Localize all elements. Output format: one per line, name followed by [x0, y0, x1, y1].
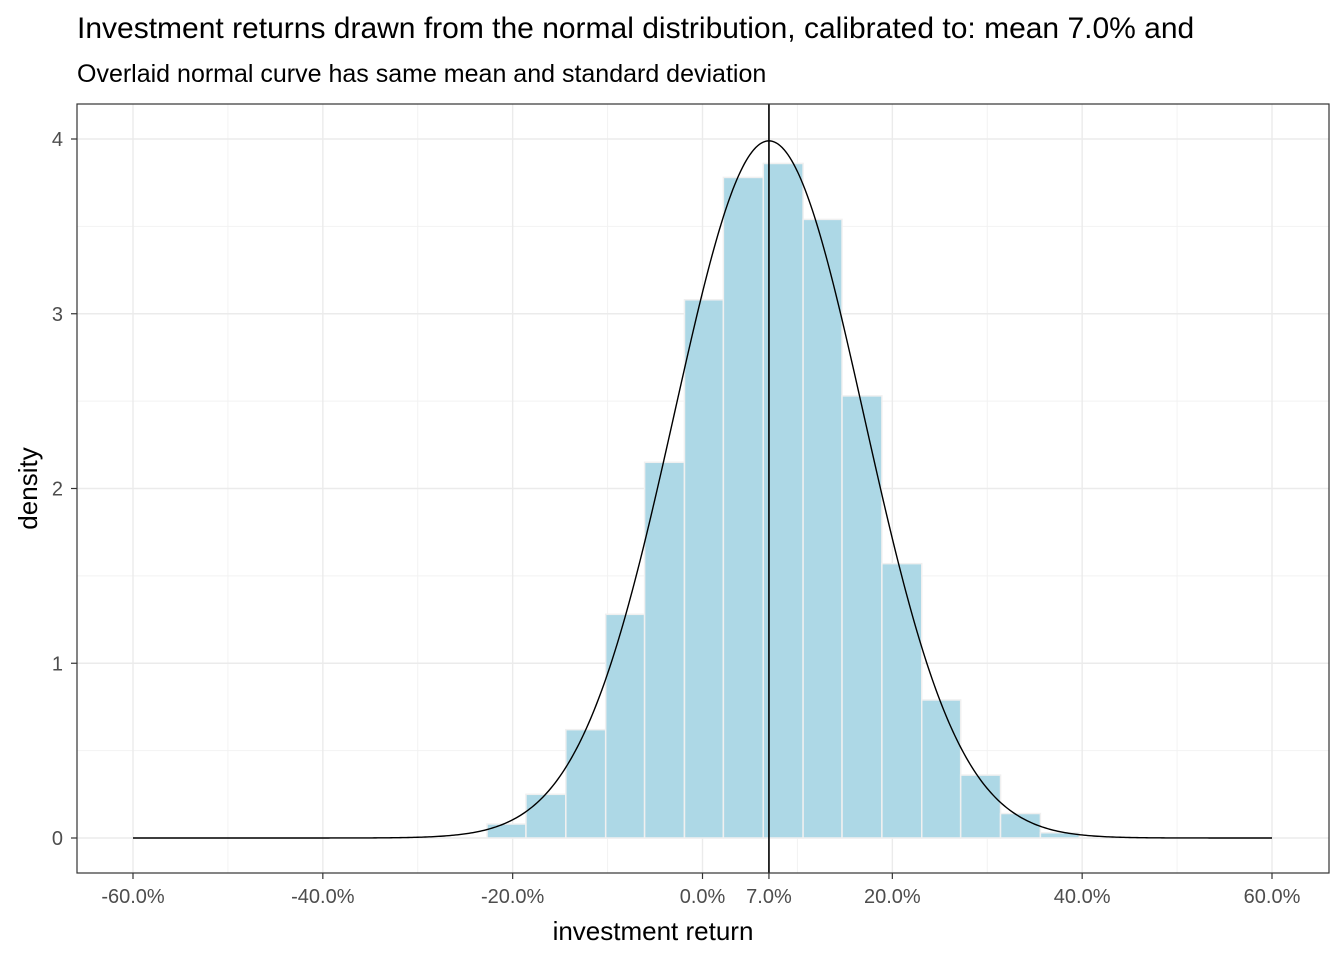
x-tick-label: 0.0% — [680, 886, 726, 908]
histogram-bar — [881, 562, 923, 839]
x-tick-label: 20.0% — [864, 886, 921, 908]
histogram-bar — [762, 162, 804, 839]
x-axis-title: investment return — [553, 916, 754, 946]
normal-density-curve — [133, 140, 1272, 839]
y-tick-label: 1 — [52, 653, 63, 675]
histogram-bar — [841, 395, 883, 839]
histogram-bar — [722, 176, 764, 839]
histogram-bar — [525, 793, 567, 839]
x-tick-label: 60.0% — [1244, 886, 1301, 908]
chart-subtitle: Overlaid normal curve has same mean and … — [77, 60, 767, 88]
y-tick-label: 4 — [52, 129, 63, 151]
x-tick-label: 7.0% — [746, 886, 792, 908]
histogram-bar — [802, 218, 843, 839]
x-tick-label: -40.0% — [291, 886, 355, 908]
y-tick-label: 3 — [52, 304, 63, 326]
y-tick-label: 0 — [52, 828, 63, 850]
histogram-bar — [604, 613, 646, 839]
histogram-bar — [683, 299, 725, 839]
histogram-bar — [959, 774, 1002, 839]
histogram-bar — [486, 823, 527, 839]
x-tick-label: -60.0% — [101, 886, 165, 908]
x-tick-label: 40.0% — [1054, 886, 1111, 908]
y-tick-label: 2 — [52, 479, 63, 501]
x-tick-label: -20.0% — [481, 886, 545, 908]
histogram-bar — [921, 699, 962, 839]
y-axis-title: density — [13, 447, 43, 529]
chart-title: Investment returns drawn from the normal… — [77, 12, 1195, 45]
histogram-bar — [565, 728, 607, 839]
